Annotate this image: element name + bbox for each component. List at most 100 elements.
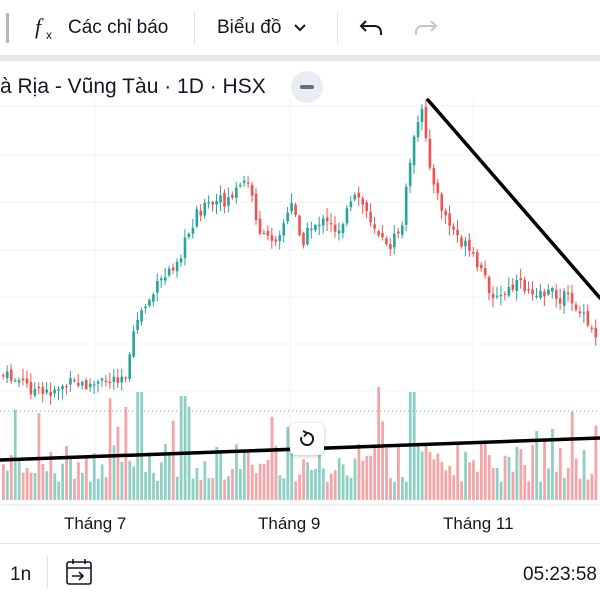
volume-bar [377, 387, 381, 500]
volume-bar [499, 481, 503, 500]
candle-body [519, 278, 523, 280]
volume-bar [191, 478, 195, 500]
candle-body [491, 293, 495, 299]
undo-button[interactable] [358, 0, 384, 55]
candle-body [566, 292, 570, 295]
candle-body [306, 227, 309, 245]
volume-bar [306, 462, 309, 500]
volume-bar [65, 446, 68, 500]
volume-bar [393, 481, 396, 500]
candle-body [37, 386, 41, 389]
reset-icon [300, 430, 315, 446]
candle-body [49, 391, 52, 396]
volume-bar [41, 463, 45, 500]
interval-button[interactable]: 1n [10, 564, 32, 585]
candle-body [444, 210, 447, 216]
volume-bar [310, 469, 313, 500]
volume-bar [460, 481, 463, 500]
candle-body [290, 202, 293, 212]
candle-body [464, 240, 467, 247]
candle-body [357, 192, 361, 198]
candle-body [503, 293, 507, 295]
volume-bar [551, 429, 554, 500]
volume-bar [479, 443, 483, 500]
time-axis-label: Tháng 7 [64, 514, 127, 533]
candle-body [574, 304, 578, 310]
volume-bar [246, 452, 250, 500]
volume-bar [420, 451, 424, 500]
candle-body [531, 289, 534, 295]
reset-chart-button[interactable] [290, 423, 324, 455]
volume-bar [120, 461, 124, 500]
candle-body [377, 231, 380, 236]
volume-bar [148, 452, 151, 500]
candle-body [302, 232, 305, 246]
volume-bar [262, 463, 266, 500]
candle-body [262, 232, 266, 235]
symbol-legend[interactable]: à Rịa - Vũng Tàu · 1D · HSX [0, 72, 266, 102]
indicators-button[interactable]: f x Các chỉ báo [34, 0, 168, 55]
candle-body [436, 182, 440, 194]
candle-body [400, 225, 404, 235]
volume-bar [49, 452, 53, 500]
volume-bar [203, 461, 207, 500]
candle-body [515, 280, 519, 291]
chart-type-button[interactable]: Biểu đồ [217, 0, 307, 55]
candle-body [112, 376, 116, 382]
candle-body [558, 298, 562, 304]
candle-body [487, 277, 491, 294]
candle-body [13, 380, 17, 382]
volume-bar [515, 446, 519, 500]
volume-bar [325, 481, 329, 500]
volume-bar [507, 456, 511, 500]
candle-body [84, 380, 88, 390]
volume-bar [298, 474, 302, 500]
calendar-goto-icon[interactable] [65, 558, 95, 586]
candle-body [321, 218, 325, 226]
volume-bar [333, 470, 337, 500]
volume-bar [444, 470, 448, 500]
volume-bar [167, 453, 171, 500]
volume-bar [586, 479, 590, 500]
volume-bar [282, 478, 286, 500]
volume-bar [318, 446, 321, 500]
chart-type-label: Biểu đồ [217, 16, 282, 38]
candle-body [495, 295, 499, 297]
volume-bar [369, 455, 373, 500]
clock: 05:23:58 [523, 564, 597, 585]
candle-body [266, 231, 270, 236]
toolbar-divider [337, 12, 338, 44]
candle-body [448, 213, 451, 226]
candle-body [254, 193, 258, 221]
volume-bar [357, 443, 361, 500]
volume-bar [440, 461, 444, 500]
volume-bar [195, 467, 199, 500]
svg-text:f: f [35, 15, 44, 39]
minus-icon[interactable] [291, 71, 323, 103]
volume-bar [207, 478, 211, 500]
candle-body [472, 252, 475, 254]
volume-bar [183, 396, 187, 500]
candle-body [191, 227, 195, 234]
candle-body [314, 224, 317, 230]
candle-body [452, 226, 455, 230]
volume-bar [582, 449, 586, 500]
volume-bar [199, 479, 203, 500]
candle-body [397, 231, 400, 234]
candle-body [282, 223, 286, 236]
candle-body [479, 264, 483, 269]
trendline [426, 98, 600, 300]
candle-body [483, 268, 487, 276]
volume-bar [483, 442, 487, 500]
volume-bar [558, 448, 562, 500]
candle-body [404, 186, 408, 225]
candle-body [156, 281, 159, 293]
volume-bar [519, 449, 523, 500]
candle-body [227, 197, 230, 206]
volume-bar [365, 455, 369, 500]
volume-bar [61, 463, 65, 500]
candle-body [294, 204, 297, 215]
redo-button[interactable] [413, 0, 439, 55]
volume-bar [329, 473, 333, 500]
